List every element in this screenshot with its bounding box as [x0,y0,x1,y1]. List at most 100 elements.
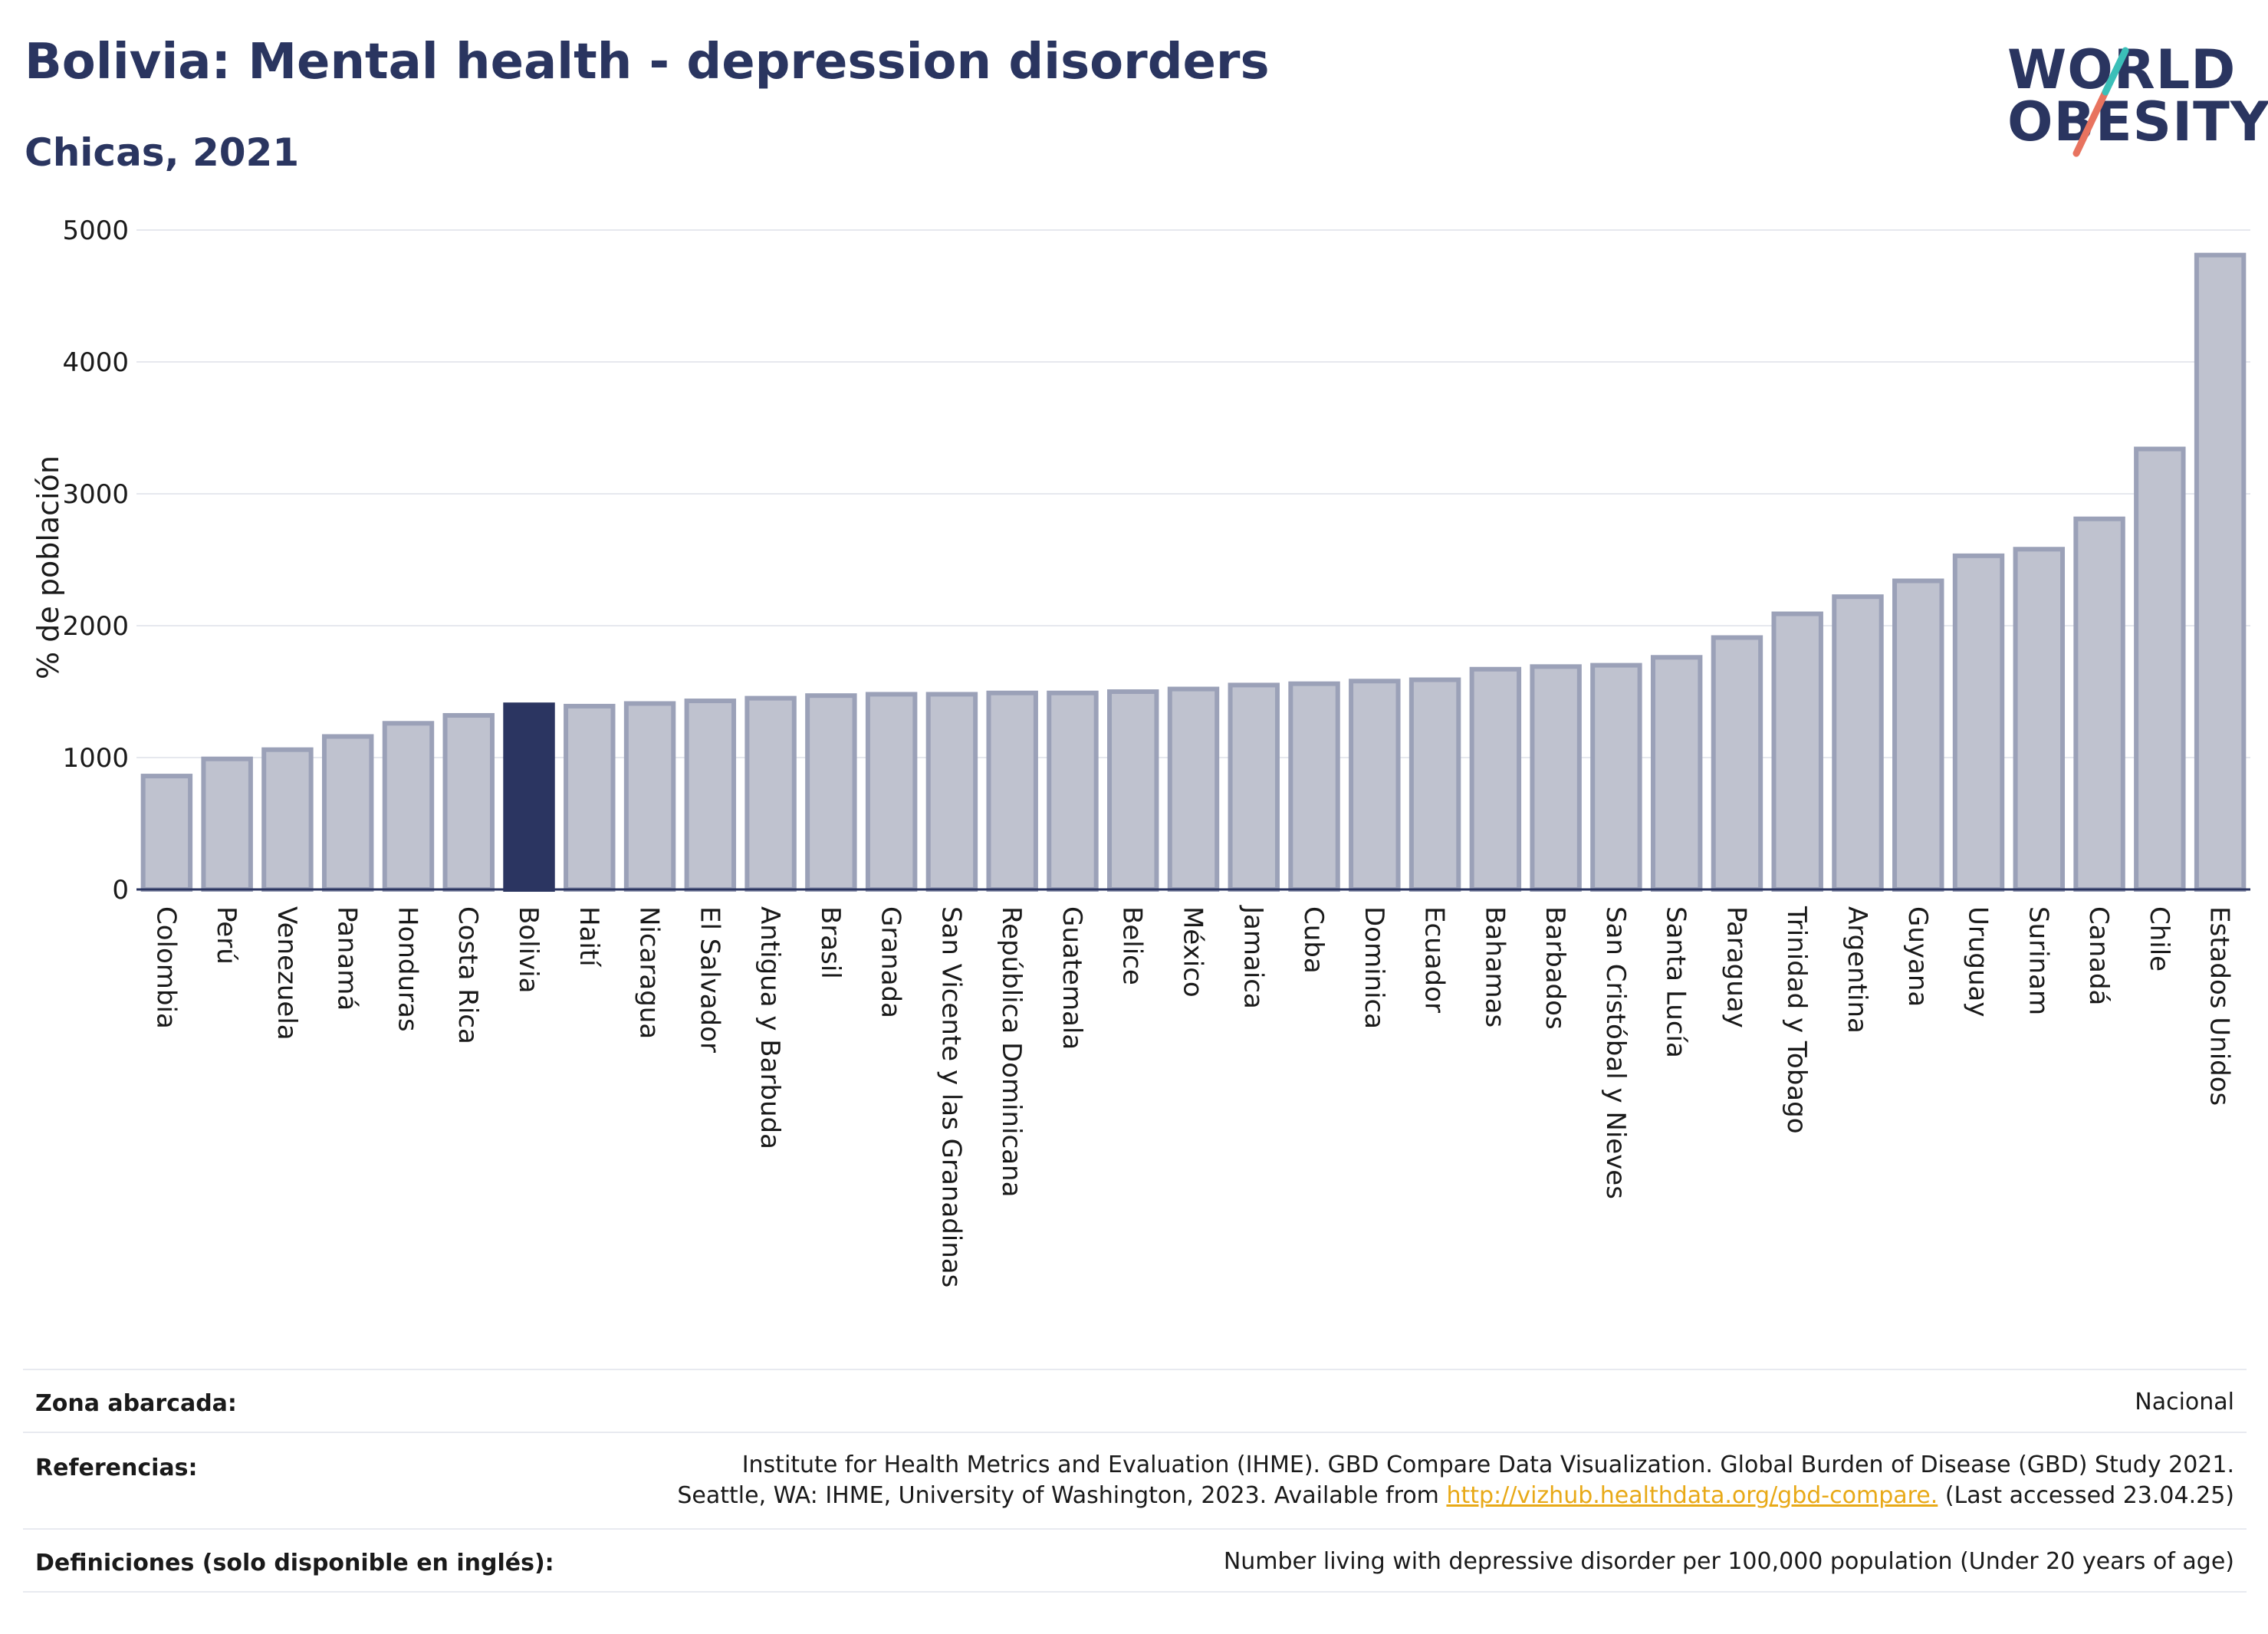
definiciones-value: Number living with depressive disorder p… [1223,1548,2234,1575]
x-tick-label: Paraguay [1721,906,1751,1028]
x-tick-label: Ecuador [1419,906,1450,1013]
x-tick-label: México [1178,906,1208,998]
bar-perú [201,756,253,892]
bar-costa-rica [442,712,495,893]
x-tick-label: Guatemala [1057,906,1087,1050]
bar-chile [2134,446,2186,892]
y-tick-label: 1000 [62,743,129,774]
x-tick-label: Guyana [1902,906,1933,1007]
x-tick-label: Jamaica [1238,905,1268,1009]
bar-méxico [1167,686,1220,892]
x-tick-label: Santa Lucía [1661,906,1691,1058]
y-tick-label: 4000 [62,347,129,378]
x-tick-label: Bolivia [513,906,544,993]
x-tick-label: República Dominicana [996,906,1027,1197]
x-tick-label: Perú [211,906,242,965]
x-tick-label: Surinam [2023,906,2053,1015]
referencias-line-2-pre: Seattle, WA: IHME, University of Washing… [677,1482,1447,1509]
footer-row-referencias: Referencias: Institute for Health Metric… [23,1432,2247,1530]
referencias-line-2: Seattle, WA: IHME, University of Washing… [677,1481,2234,1511]
x-tick-label: Costa Rica [452,906,483,1044]
bar-trinidad-y-tobago [1771,611,1823,893]
bar-haití [564,703,616,892]
referencias-line-2-post: (Last accessed 23.04.25) [1938,1482,2234,1509]
bar-san-cristóbal-y-nieves [1590,662,1642,892]
chart-title: Bolivia: Mental health - depression diso… [25,34,1270,90]
logo-slash-icon [2072,47,2129,157]
x-tick-labels: Colombia Perú Venezuela Panamá Honduras Costa… [150,905,2234,1287]
x-tick-label: Honduras [392,906,422,1032]
x-tick-label: Venezuela [271,906,302,1041]
x-tick-label: Estados Unidos [2204,906,2235,1106]
bar-chart: 0 1000 2000 3000 4000 5000 Colombia Perú Venezu… [31,215,2250,1287]
y-tick-label: 5000 [62,215,129,246]
bar-república-dominicana [986,690,1038,892]
bar-san-vicente-y-las-granadinas [925,692,978,892]
bar-nicaragua [623,701,676,892]
bar-uruguay [1952,553,2005,892]
bars [136,252,2250,893]
bar-venezuela [261,747,314,892]
x-tick-label: Belice [1117,906,1148,985]
bar-ecuador [1408,677,1461,893]
zona-value: Nacional [2135,1389,2234,1415]
bar-argentina [1832,594,1884,892]
x-tick-label: Argentina [1842,906,1872,1034]
bar-barbados [1530,664,1582,892]
x-tick-label: Cuba [1298,906,1329,974]
bar-brasil [805,693,857,892]
chart-subtitle: Chicas, 2021 [25,130,300,175]
bar-belice [1107,689,1159,892]
bar-paraguay [1711,635,1763,892]
referencias-line-1: Institute for Health Metrics and Evaluat… [741,1452,2234,1478]
bar-surinam [2013,547,2066,892]
x-tick-label: Haití [574,906,604,968]
y-tick-label: 3000 [62,479,129,510]
bar-jamaica [1228,682,1280,893]
bar-santa-lucía [1650,655,1703,893]
bar-guyana [1892,578,1944,892]
bar-el-salvador [684,699,737,892]
x-tick-label: Bahamas [1479,906,1510,1027]
y-tick-labels: 0 1000 2000 3000 4000 5000 [62,215,129,906]
x-tick-label: Colombia [150,906,181,1029]
x-tick-label: Uruguay [1963,906,1994,1018]
x-tick-label: San Cristóbal y Nieves [1600,906,1631,1199]
x-tick-label: Nicaragua [634,906,665,1039]
bar-antigua-y-barbuda [744,695,797,892]
bar-cuba [1288,681,1340,892]
logo-line-2: OBESITY [2007,90,2268,153]
y-tick-label: 0 [112,875,129,906]
x-tick-label: Panamá [332,906,363,1011]
x-tick-label: Dominica [1359,906,1389,1029]
bar-canadá [2073,516,2125,892]
referencias-link[interactable]: http://vizhub.healthdata.org/gbd-compare… [1446,1482,1938,1509]
bar-estados-unidos [2194,252,2247,893]
footer-bottom-border [23,1591,2247,1593]
footer-row-zona: Zona abarcada: Nacional [23,1369,2247,1433]
y-tick-label: 2000 [62,611,129,642]
x-tick-label: Chile [2144,906,2174,972]
referencias-value: Institute for Health Metrics and Evaluat… [677,1450,2234,1511]
x-tick-label: Canadá [2083,906,2114,1005]
x-tick-label: Antigua y Barbuda [754,906,785,1149]
bar-panamá [321,734,374,892]
footer-row-definiciones: Definiciones (solo disponible en inglés)… [23,1528,2247,1593]
bar-guatemala [1047,690,1099,892]
x-tick-label: Barbados [1540,906,1570,1030]
bar-dominica [1349,679,1401,892]
world-obesity-logo: WORLD OBESITY [1994,31,2268,169]
referencias-label: Referencias: [35,1455,198,1481]
y-axis-label: % de población [31,455,65,679]
x-tick-label: El Salvador [694,906,725,1053]
bar-granada [865,692,918,892]
bar-colombia [140,774,193,893]
x-tick-label: Granada [876,906,906,1018]
definiciones-label: Definiciones (solo disponible en inglés)… [35,1550,554,1576]
x-tick-label: San Vicente y las Granadinas [935,906,966,1287]
bar-bolivia [503,702,555,893]
bar-honduras [382,721,435,893]
bar-bahamas [1469,666,1522,892]
x-tick-label: Trinidad y Tobago [1781,906,1812,1134]
zona-label: Zona abarcada: [35,1390,237,1417]
